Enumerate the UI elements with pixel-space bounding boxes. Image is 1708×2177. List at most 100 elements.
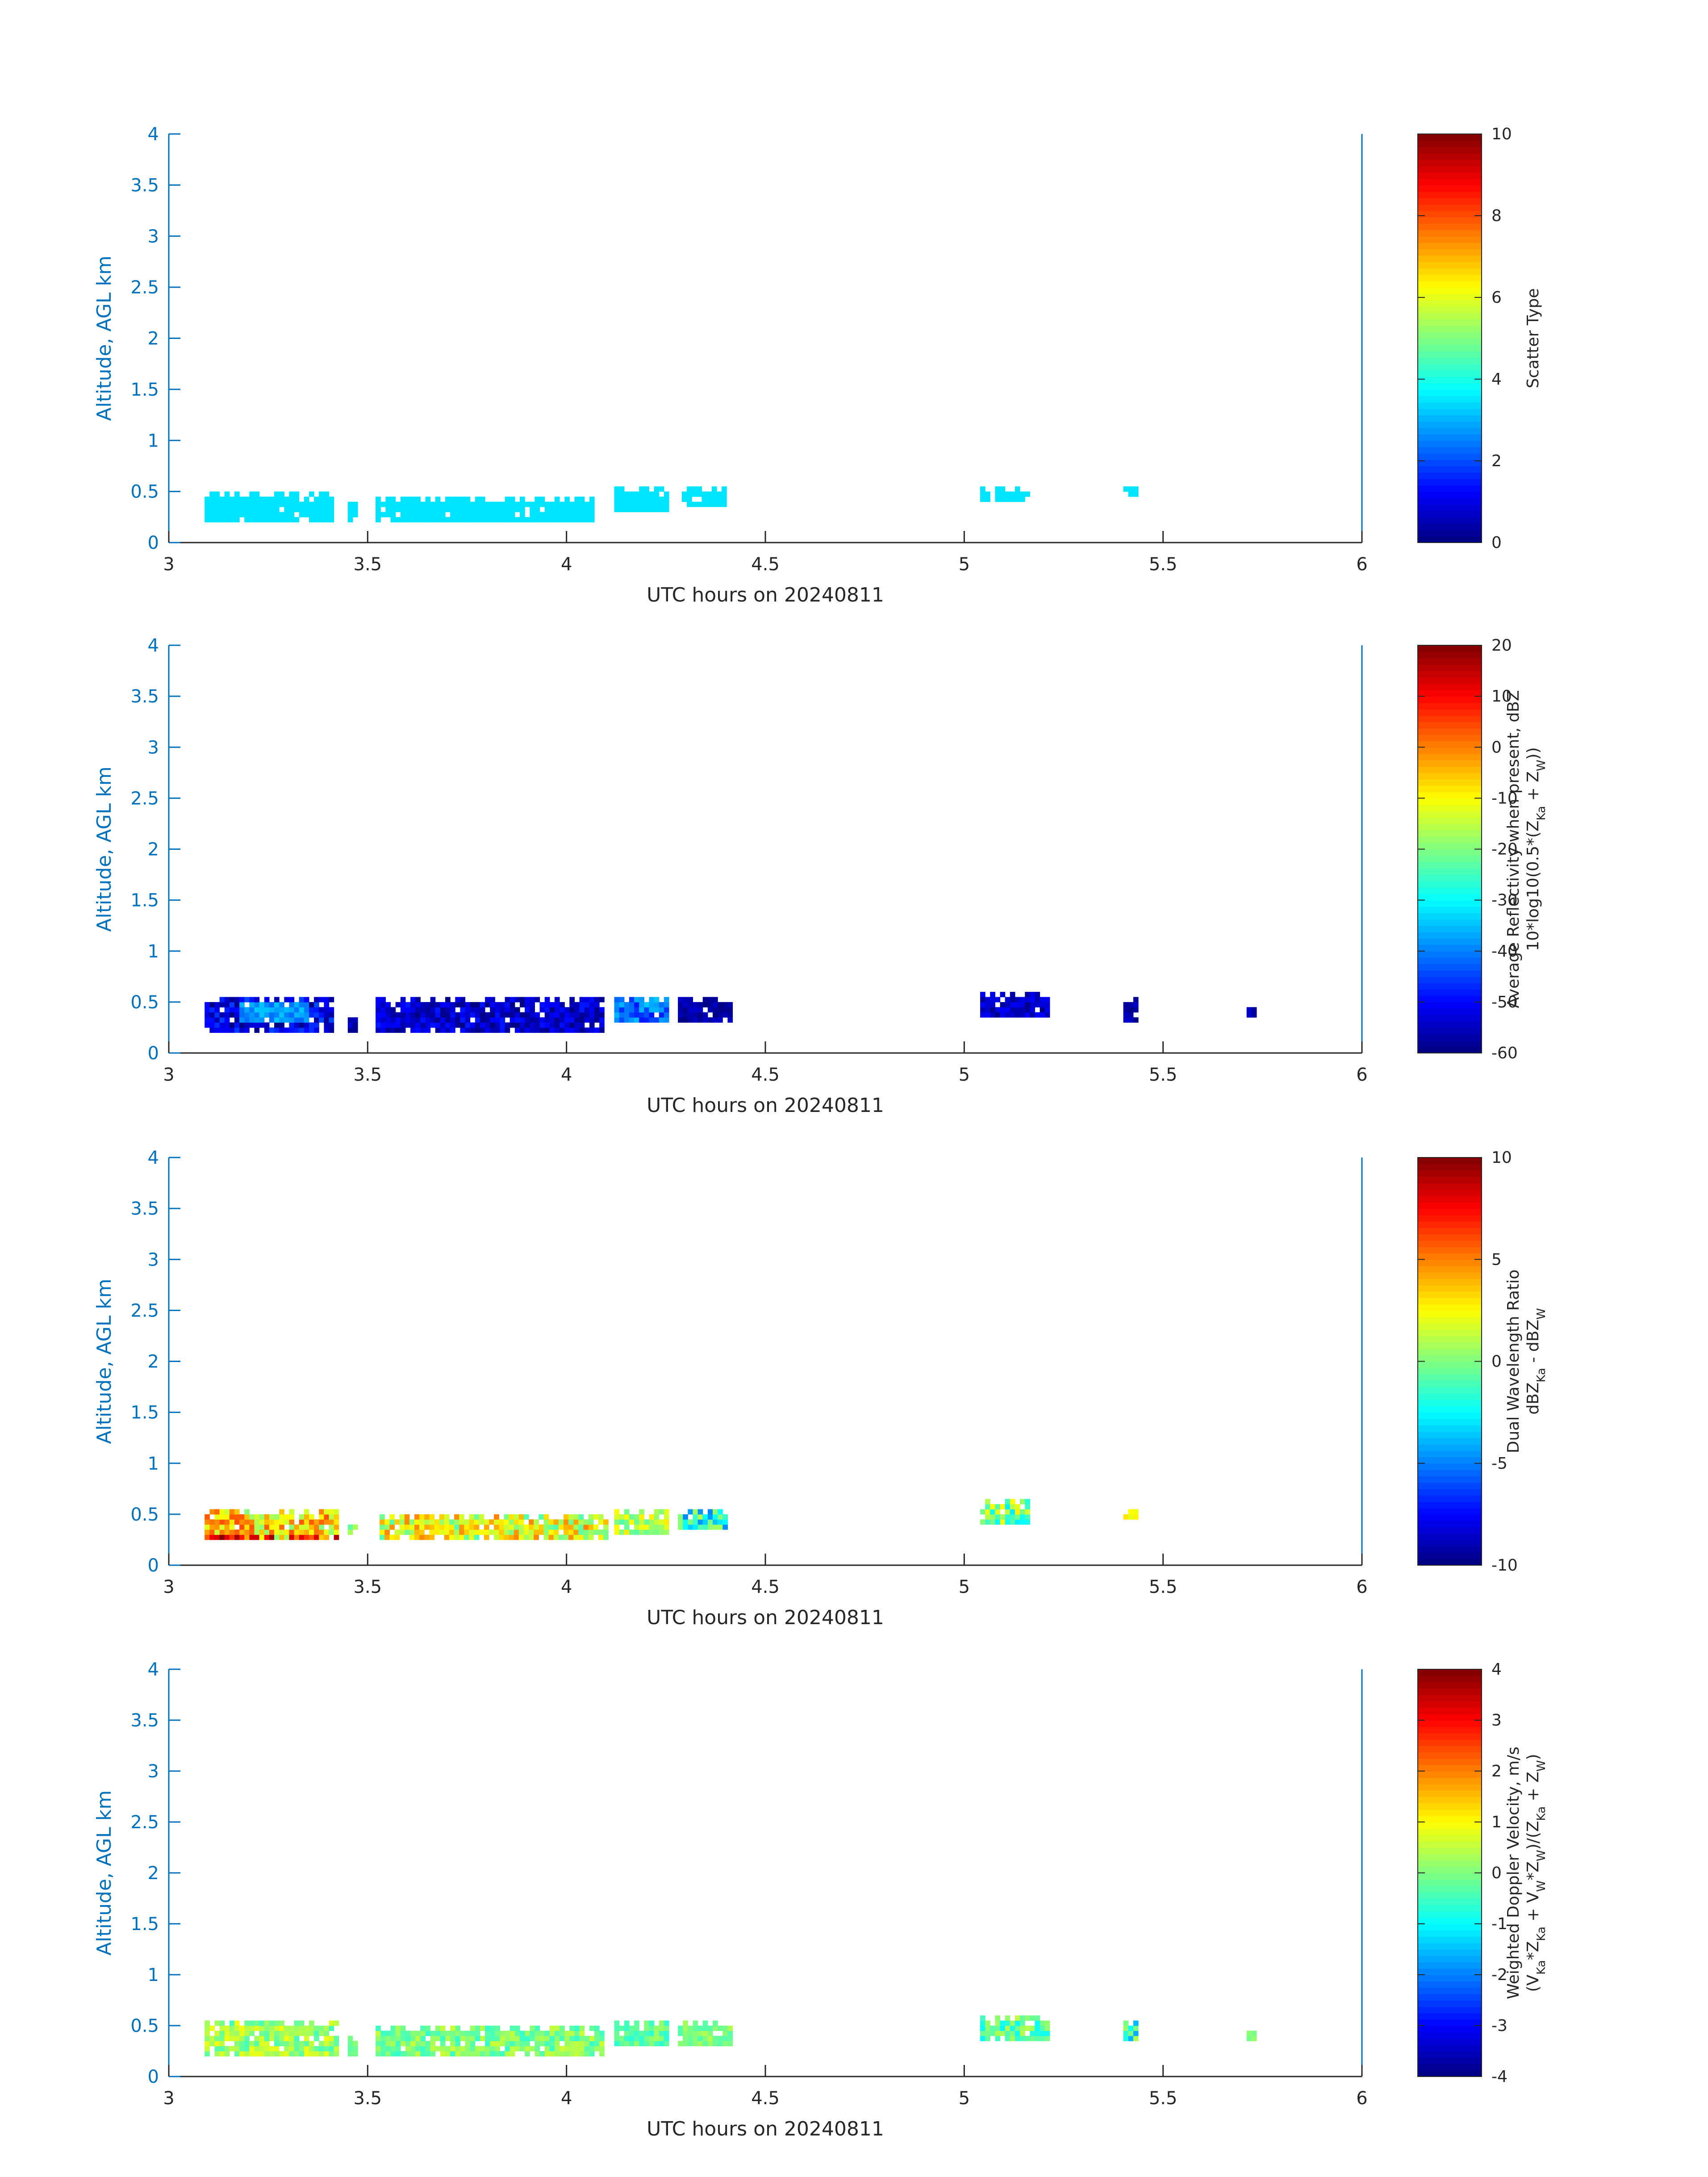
data-cell: [504, 1514, 509, 1520]
data-cell: [549, 2035, 555, 2041]
data-cell: [584, 2051, 590, 2056]
data-cell: [1020, 997, 1025, 1003]
data-cell: [619, 1017, 625, 1023]
data-cell: [274, 1534, 280, 1540]
data-cell: [234, 1514, 240, 1520]
data-cell: [420, 1022, 426, 1028]
data-cell: [460, 1002, 466, 1007]
data-cell: [395, 506, 401, 512]
data-cell: [470, 2035, 476, 2041]
data-cell: [599, 2031, 605, 2036]
y-tick-label: 1.5: [130, 890, 159, 911]
data-cell: [430, 1017, 436, 1023]
data-cell: [450, 2035, 455, 2041]
data-cell: [554, 506, 560, 512]
data-cell: [429, 1524, 435, 1530]
data-cell: [584, 1017, 590, 1023]
data-cell: [995, 1007, 1001, 1013]
colorbar-step: [1418, 1682, 1482, 1689]
data-cell: [649, 997, 655, 1003]
data-cell: [985, 1499, 990, 1504]
data-cell: [347, 506, 353, 512]
data-cell: [500, 1022, 505, 1028]
data-cell: [445, 997, 451, 1003]
data-cell: [649, 2026, 655, 2031]
data-cell: [304, 997, 309, 1003]
data-cell: [219, 501, 225, 507]
data-cell: [713, 1002, 718, 1007]
data-cell: [560, 1012, 565, 1018]
data-cell: [535, 1017, 540, 1023]
data-cell: [644, 1012, 649, 1018]
data-cell: [309, 1529, 314, 1535]
x-tick-label: 6: [1356, 1577, 1367, 1597]
data-cell: [314, 1027, 319, 1033]
data-cell: [554, 2051, 560, 2056]
data-cell: [380, 2041, 386, 2047]
colorbar-step: [1418, 951, 1482, 958]
data-cell: [664, 1529, 669, 1535]
colorbar-step: [1418, 766, 1482, 773]
data-cell: [299, 1027, 305, 1033]
colorbar-step: [1418, 1936, 1482, 1943]
data-cell: [214, 2031, 220, 2036]
data-cell: [234, 517, 240, 522]
data-cell: [450, 506, 455, 512]
data-cell: [678, 1514, 683, 1520]
colorbar-step: [1418, 1797, 1482, 1804]
data-cell: [614, 501, 620, 507]
data-cell: [254, 512, 260, 518]
data-cell: [589, 1002, 595, 1007]
data-cell: [505, 506, 510, 512]
data-cell: [1128, 1509, 1134, 1515]
colorbar-step: [1418, 1508, 1482, 1515]
colorbar-step: [1418, 1176, 1482, 1183]
colorbar-step: [1418, 1400, 1482, 1407]
data-cell: [644, 1519, 649, 1525]
data-cell: [1128, 1012, 1134, 1018]
data-cell: [224, 2026, 230, 2031]
data-cell: [384, 1519, 390, 1525]
data-cell: [574, 517, 580, 522]
y-tick-label: 3.5: [130, 1199, 159, 1219]
data-cell: [634, 1017, 639, 1023]
data-cell: [244, 2035, 250, 2041]
data-cell: [334, 2020, 339, 2026]
data-cell: [980, 2035, 986, 2041]
data-cell: [718, 1509, 723, 1515]
data-cell: [304, 1012, 309, 1018]
data-cell: [514, 1529, 519, 1535]
data-cell: [544, 1007, 550, 1013]
colorbar-tick-label: -20: [1491, 840, 1518, 859]
data-cell: [239, 1022, 245, 1028]
data-cell: [254, 1529, 260, 1535]
data-cell: [454, 1514, 459, 1520]
data-cell: [229, 497, 235, 502]
data-cell: [224, 1027, 230, 1033]
data-cell: [1015, 2031, 1020, 2036]
data-cell: [395, 517, 401, 522]
data-cell: [535, 2046, 540, 2052]
data-cell: [224, 1509, 230, 1515]
data-cell: [304, 2041, 309, 2047]
data-cell: [560, 1007, 565, 1013]
data-cell: [376, 501, 381, 507]
data-cell: [224, 1519, 230, 1525]
data-cell: [205, 506, 210, 512]
data-cell: [564, 1027, 570, 1033]
data-cell: [654, 486, 660, 492]
data-cell: [415, 512, 421, 518]
data-cell: [470, 1007, 476, 1013]
data-cell: [1005, 1519, 1011, 1525]
colorbar-step: [1418, 1854, 1482, 1861]
data-cell: [264, 1524, 270, 1530]
data-cell: [470, 2026, 476, 2031]
data-cell: [420, 517, 426, 522]
data-cell: [229, 1027, 235, 1033]
data-cell: [702, 2020, 708, 2026]
data-cell: [495, 2046, 500, 2052]
data-cell: [234, 491, 240, 497]
data-cell: [529, 1519, 534, 1525]
data-cell: [579, 1002, 585, 1007]
data-cell: [229, 1002, 235, 1007]
